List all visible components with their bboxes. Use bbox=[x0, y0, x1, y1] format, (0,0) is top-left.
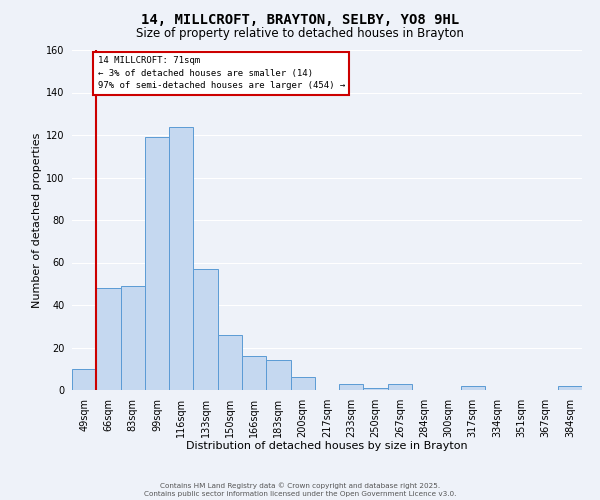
Bar bbox=[72, 369, 96, 390]
Text: 14 MILLCROFT: 71sqm
← 3% of detached houses are smaller (14)
97% of semi-detache: 14 MILLCROFT: 71sqm ← 3% of detached hou… bbox=[97, 56, 345, 90]
Bar bbox=[364, 388, 388, 390]
Bar bbox=[96, 288, 121, 390]
Bar bbox=[266, 360, 290, 390]
Bar bbox=[461, 386, 485, 390]
Bar bbox=[388, 384, 412, 390]
Bar bbox=[242, 356, 266, 390]
Bar bbox=[290, 378, 315, 390]
Y-axis label: Number of detached properties: Number of detached properties bbox=[32, 132, 41, 308]
Bar bbox=[193, 269, 218, 390]
Bar bbox=[169, 126, 193, 390]
Bar bbox=[121, 286, 145, 390]
Text: 14, MILLCROFT, BRAYTON, SELBY, YO8 9HL: 14, MILLCROFT, BRAYTON, SELBY, YO8 9HL bbox=[141, 12, 459, 26]
Bar bbox=[558, 386, 582, 390]
Text: Contains HM Land Registry data © Crown copyright and database right 2025.: Contains HM Land Registry data © Crown c… bbox=[160, 482, 440, 489]
Text: Size of property relative to detached houses in Brayton: Size of property relative to detached ho… bbox=[136, 28, 464, 40]
X-axis label: Distribution of detached houses by size in Brayton: Distribution of detached houses by size … bbox=[186, 441, 468, 451]
Bar bbox=[339, 384, 364, 390]
Bar bbox=[218, 335, 242, 390]
Bar bbox=[145, 137, 169, 390]
Text: Contains public sector information licensed under the Open Government Licence v3: Contains public sector information licen… bbox=[144, 491, 456, 497]
